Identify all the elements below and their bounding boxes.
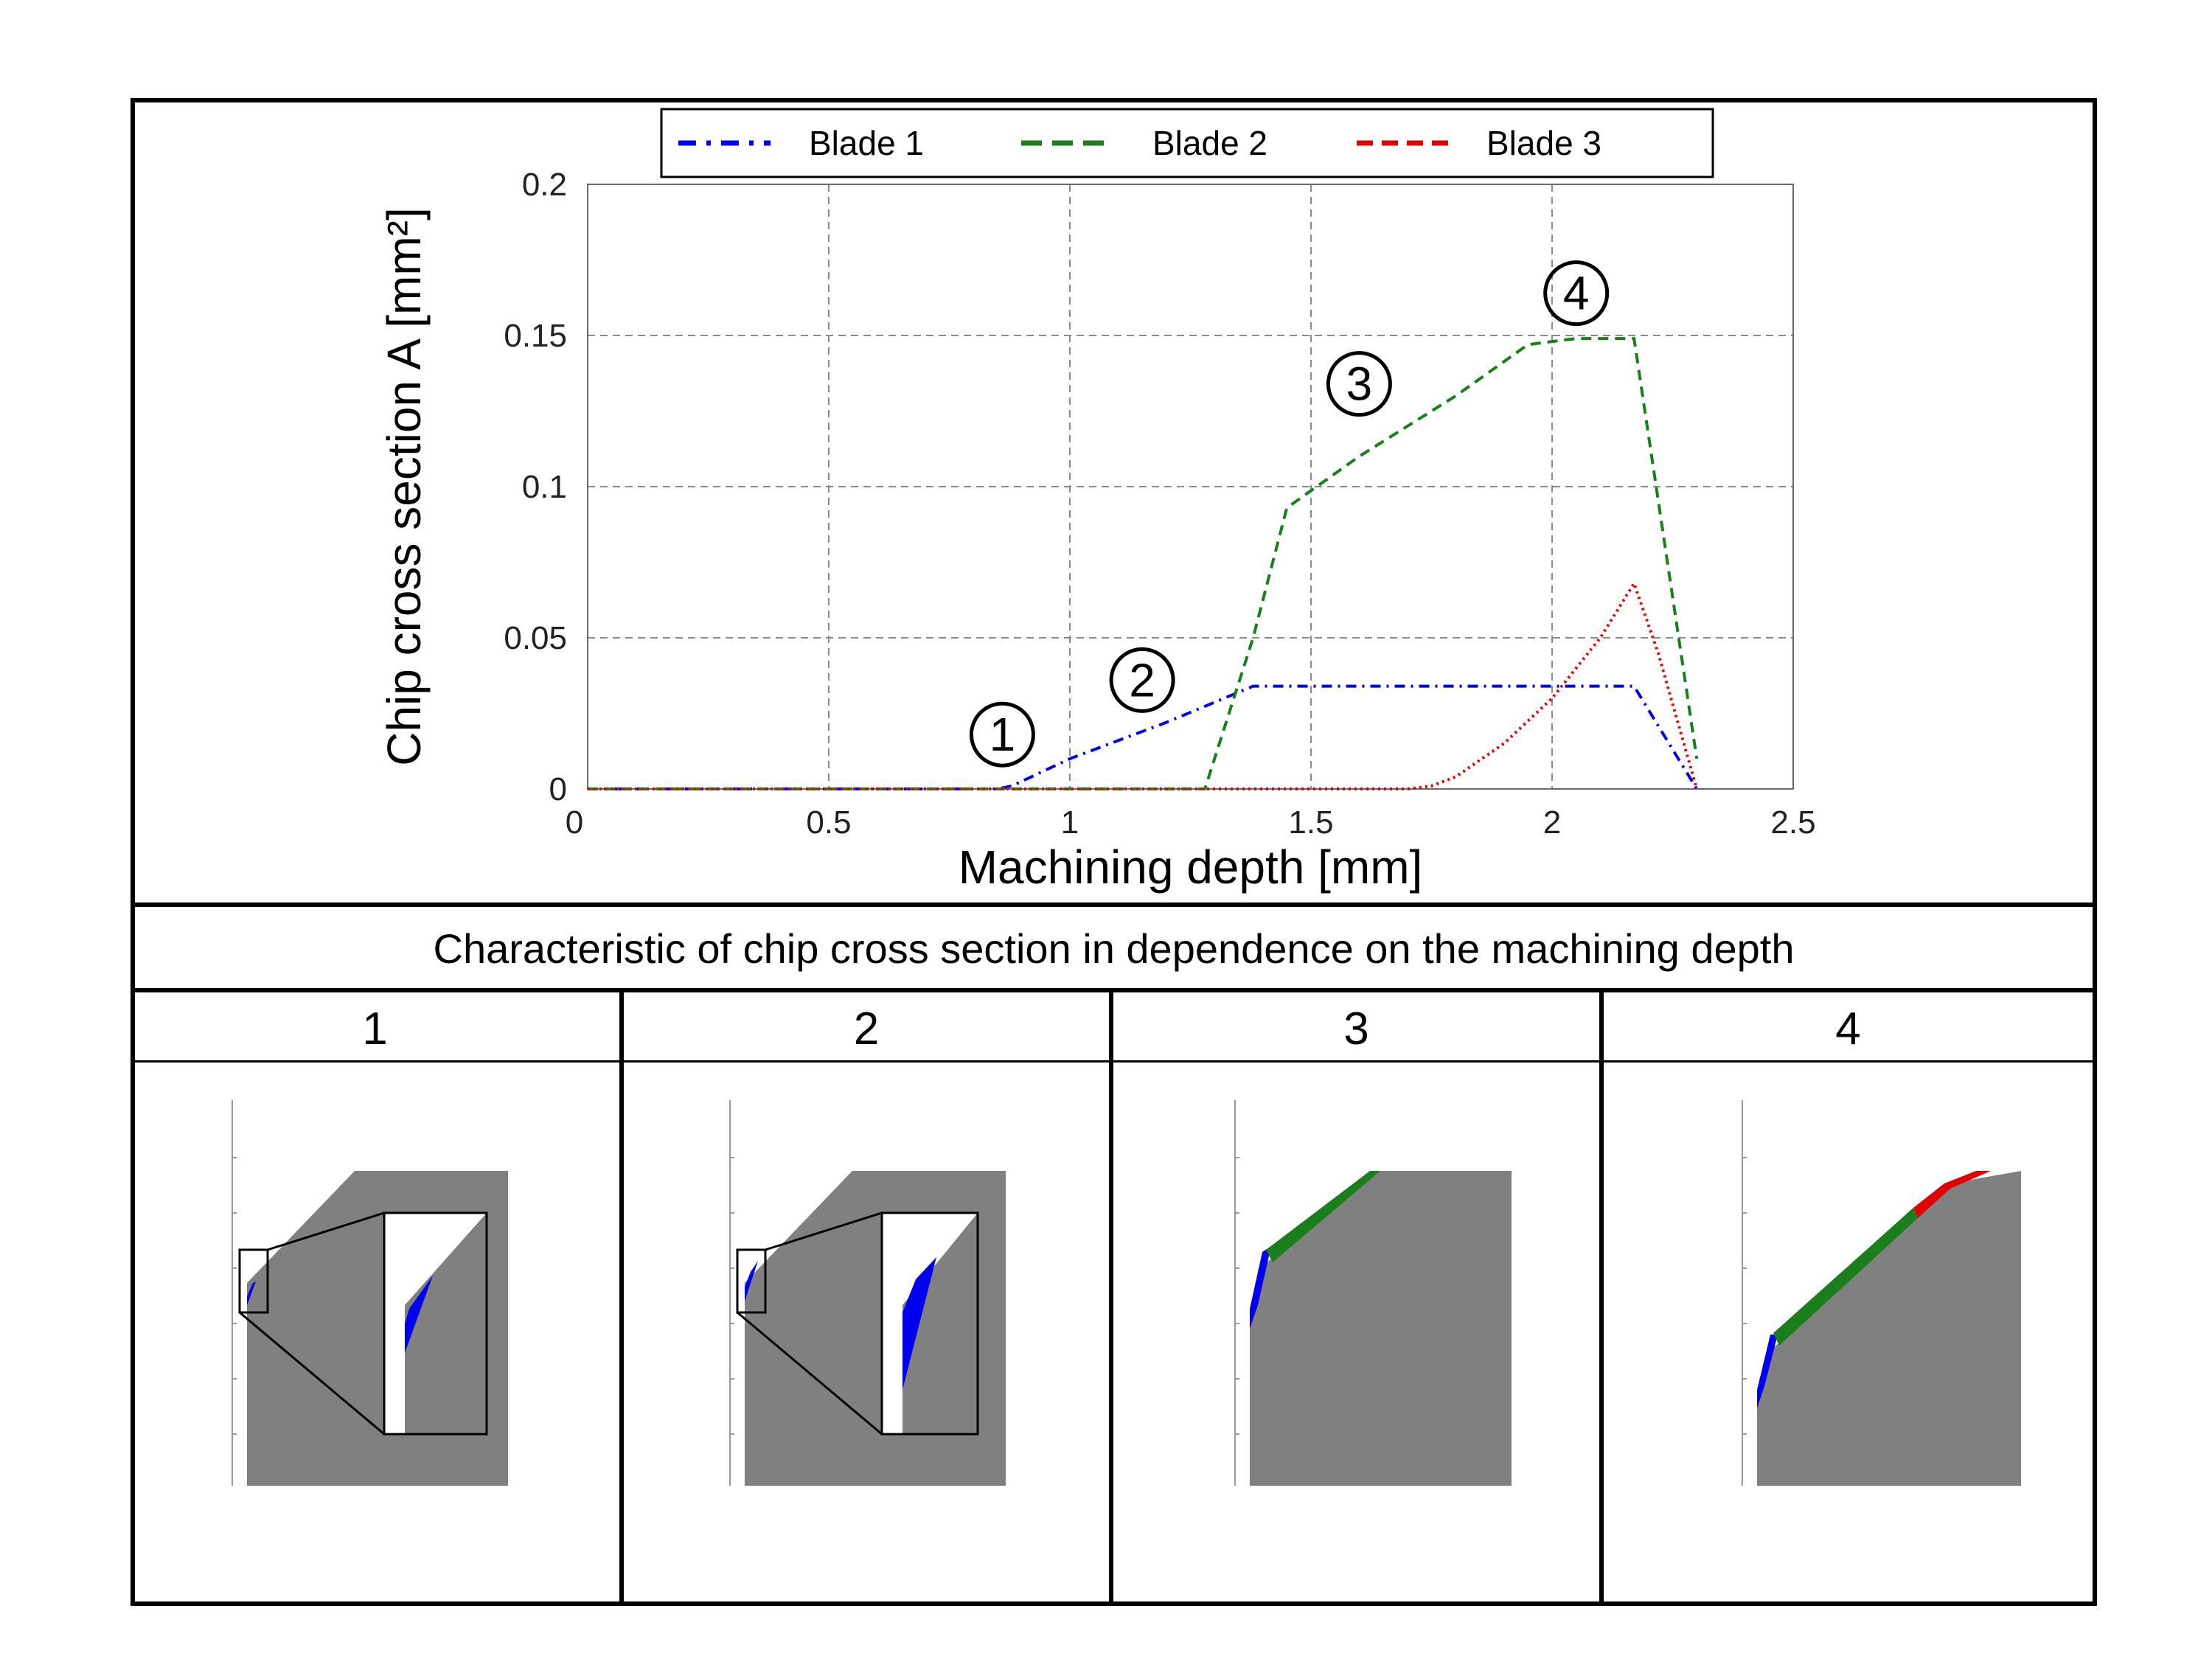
chip-panel-4	[1742, 1100, 2021, 1486]
blade-1-chip	[247, 1281, 256, 1305]
chip-panel-2	[729, 1100, 1006, 1486]
chip-panel-1	[232, 1100, 508, 1486]
divider-line	[131, 1060, 2097, 1062]
y-tick-label: 0	[549, 771, 567, 807]
x-tick-label: 1.5	[1288, 804, 1333, 841]
x-tick-label: 1	[1061, 804, 1079, 841]
caption: Characteristic of chip cross section in …	[433, 925, 1795, 972]
figure-frame	[131, 98, 2097, 1606]
x-tick-label: 2	[1543, 804, 1561, 841]
blade-1-chip	[1250, 1246, 1271, 1329]
y-tick-label: 0.2	[522, 167, 567, 203]
zoom-source-box	[736, 1248, 767, 1314]
legend-label: Blade 3	[1486, 124, 1601, 162]
column-divider	[619, 990, 624, 1606]
divider-line	[131, 902, 2097, 907]
series-line-3	[588, 582, 1699, 790]
series-line-1	[588, 684, 1698, 790]
blade-3-chip	[1913, 1171, 1991, 1218]
panel-label: 1	[362, 1003, 388, 1054]
annotation-label: 1	[990, 708, 1016, 761]
y-tick-label: 0.15	[504, 318, 567, 354]
blade-2-chip	[1266, 1171, 1380, 1262]
chip-panel-3	[1234, 1100, 1512, 1486]
panel-label: 3	[1343, 1003, 1369, 1054]
y-axis-label: Chip cross section A [mm²]	[378, 207, 431, 766]
x-tick-label: 0.5	[806, 804, 851, 841]
series-line-2	[588, 337, 1699, 790]
annotation-circle	[1109, 647, 1175, 713]
legend-label: Blade 2	[1152, 124, 1267, 162]
blade-1-chip	[405, 1276, 433, 1353]
column-divider	[1109, 990, 1113, 1606]
annotation-circle	[1326, 351, 1392, 417]
legend-box	[660, 108, 1714, 178]
blade-1-chip	[745, 1261, 758, 1301]
workpiece-shape	[1757, 1171, 2021, 1486]
y-tick-label: 0.05	[504, 620, 567, 656]
annotation-circle	[969, 701, 1035, 768]
panel-label: 4	[1835, 1003, 1861, 1054]
zoom-inset	[383, 1211, 488, 1436]
column-divider	[1599, 990, 1604, 1606]
x-tick-label: 2.5	[1770, 804, 1815, 841]
x-tick-label: 0	[566, 804, 583, 841]
annotation-label: 2	[1129, 653, 1155, 706]
chart: 0 0.5 1 1.5 2 2.5 0 0.05 0.1 0.15 0.2 Machining dep…	[378, 108, 1816, 894]
divider-line	[131, 988, 2097, 992]
annotation-label: 4	[1563, 267, 1590, 320]
blade-1-chip	[1757, 1335, 1778, 1408]
workpiece-shape	[1250, 1171, 1512, 1486]
annotation-label: 3	[1346, 358, 1373, 411]
legend-label: Blade 1	[809, 124, 924, 162]
zoom-inset	[880, 1211, 979, 1436]
zoom-source-box	[238, 1248, 269, 1314]
x-axis-label: Machining depth [mm]	[959, 841, 1423, 894]
annotation-circle	[1543, 260, 1610, 327]
y-tick-label: 0.1	[522, 469, 567, 505]
blade-1-chip	[902, 1257, 936, 1390]
blade-2-chip	[1773, 1208, 1918, 1346]
panel-label: 2	[853, 1003, 880, 1054]
